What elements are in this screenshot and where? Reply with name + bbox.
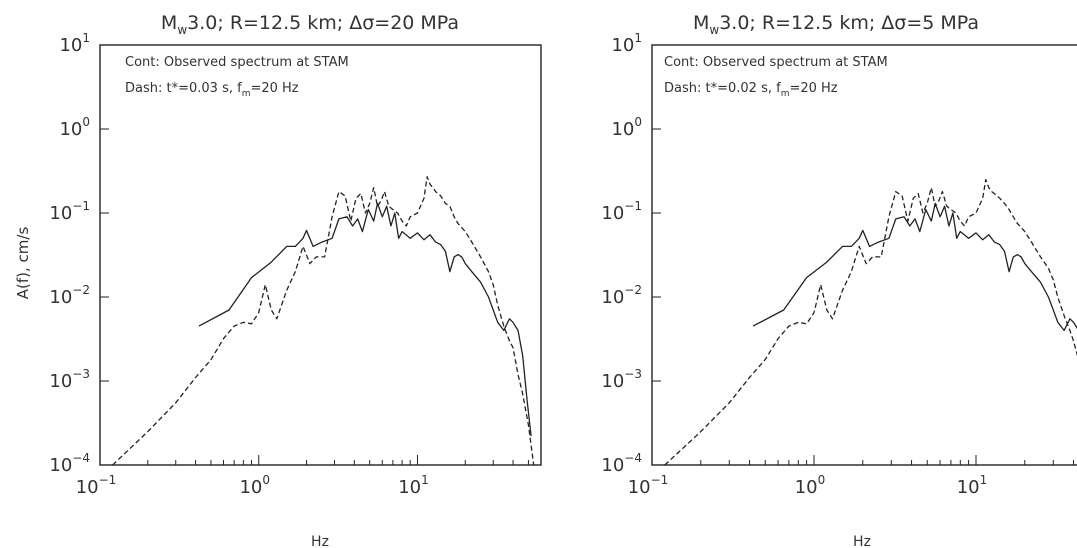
y-tick-label: 10−2 (49, 283, 90, 308)
series-solid-line (752, 202, 1077, 332)
y-axis-label: A(f), cm/s (14, 227, 32, 300)
plot-frame (99, 44, 542, 466)
y-tick-labels: 10−4 10−3 10−2 10−1 100 101 (601, 31, 642, 476)
y-tick-label: 10−3 (601, 367, 642, 392)
x-axis-label: Hz (853, 534, 871, 548)
y-tick-label: 100 (59, 115, 90, 140)
annotation-cont: Cont: Observed spectrum at STAM (664, 55, 888, 70)
x-axis-label: Hz (311, 534, 329, 548)
axis-ticks (99, 44, 542, 466)
x-tick-labels: 10−1 100 101 (76, 473, 429, 498)
chart-panel-right: Mw3.0; R=12.5 km; Δσ=5 MPa 10−410−310−21… (601, 12, 1077, 548)
y-tick-label: 10−2 (601, 283, 642, 308)
y-tick-label: 10−4 (601, 451, 642, 476)
axis-ticks (651, 44, 1075, 466)
series-dashed-line (664, 178, 1077, 466)
x-tick-label: 101 (398, 473, 429, 498)
x-tick-label: 10−1 (628, 473, 669, 498)
x-tick-labels: 10−1 100 101 (628, 473, 988, 498)
chart-title: Mw3.0; R=12.5 km; Δσ=20 MPa (161, 12, 459, 37)
series-group (664, 178, 1077, 466)
plot-frame (651, 44, 1077, 466)
y-tick-labels: 10−4 10−3 10−2 10−1 100 101 (49, 31, 90, 476)
y-tick-label: 101 (611, 31, 642, 56)
y-tick-label: 100 (611, 115, 642, 140)
chart-title: Mw3.0; R=12.5 km; Δσ=5 MPa (693, 12, 979, 37)
series-dashed-line (112, 176, 535, 466)
x-tick-label: 100 (239, 473, 270, 498)
annotation-dash: Dash: t*=0.03 s, fm=20 Hz (125, 81, 299, 99)
chart-panel-left: Mw3.0; R=12.5 km; Δσ=20 MPa 10−4 10−3 10−2… (14, 12, 542, 548)
x-tick-label: 10−1 (76, 473, 117, 498)
y-tick-label: 10−1 (601, 199, 642, 224)
y-tick-label: 10−3 (49, 367, 90, 392)
y-tick-label: 101 (59, 31, 90, 56)
y-tick-label: 10−4 (49, 451, 90, 476)
x-tick-label: 100 (795, 473, 826, 498)
annotation-dash: Dash: t*=0.02 s, fm=20 Hz (664, 81, 838, 99)
y-tick-label: 10−1 (49, 199, 90, 224)
series-group (112, 176, 535, 466)
series-solid-line (198, 202, 532, 437)
annotation-cont: Cont: Observed spectrum at STAM (125, 55, 349, 70)
x-tick-label: 101 (957, 473, 988, 498)
